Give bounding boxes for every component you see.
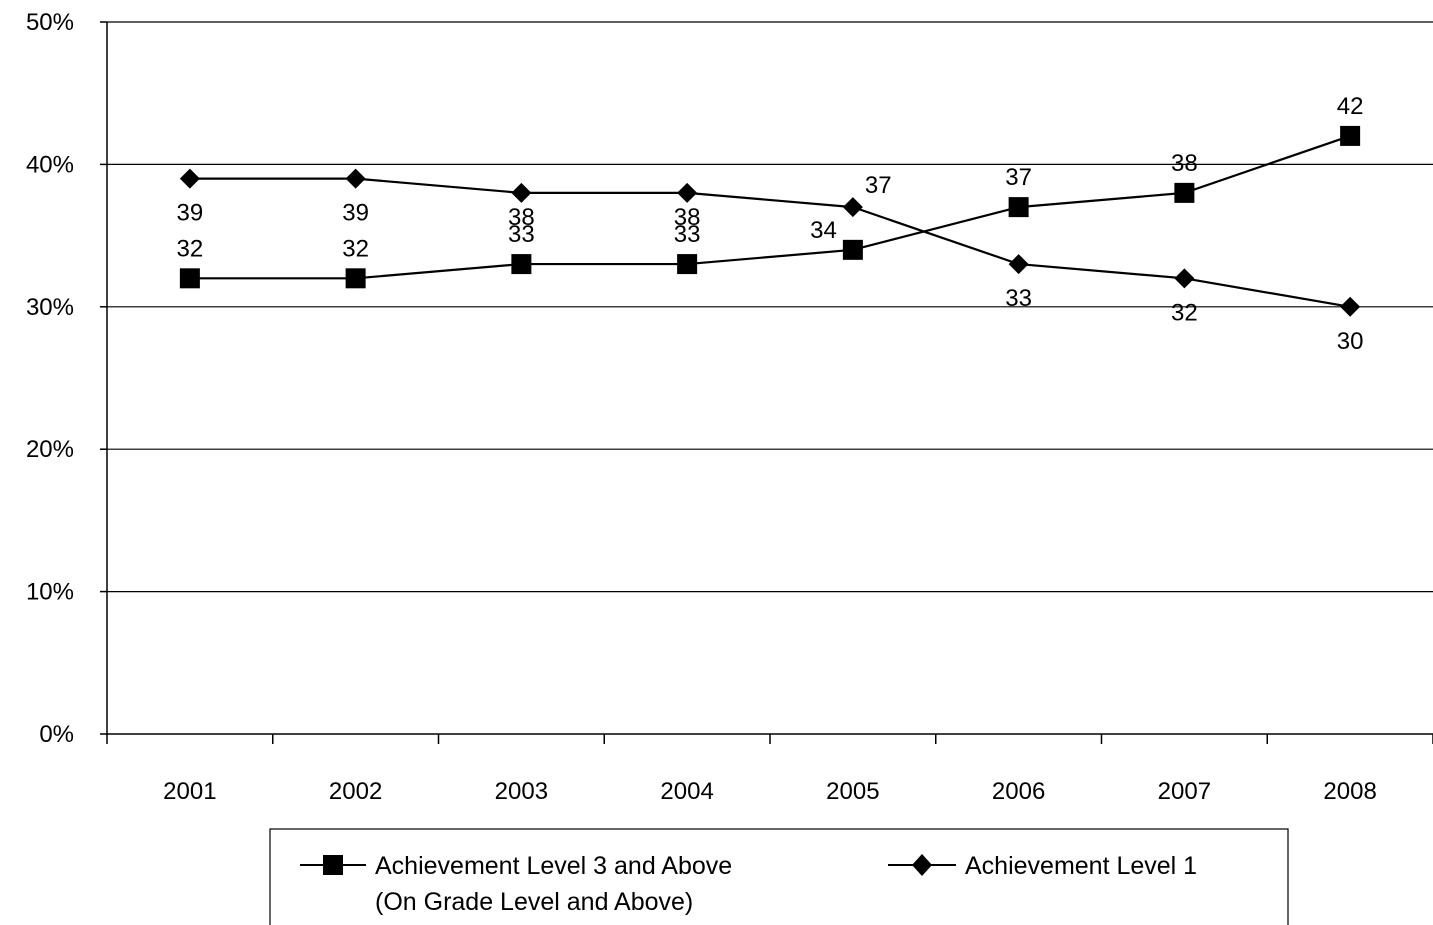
data-label-level3: 33 bbox=[508, 221, 535, 248]
data-point-square bbox=[1008, 197, 1029, 218]
data-point-diamond bbox=[1340, 296, 1361, 317]
y-tick-label: 0% bbox=[39, 721, 74, 748]
data-point-diamond bbox=[1008, 254, 1029, 275]
data-label-level3: 32 bbox=[342, 235, 369, 262]
x-tick-label: 2001 bbox=[163, 778, 216, 805]
data-label-level3: 38 bbox=[1171, 150, 1198, 177]
data-label-level3: 33 bbox=[674, 221, 701, 248]
data-label-level3: 42 bbox=[1337, 93, 1364, 120]
data-label-level1: 38 bbox=[674, 204, 701, 231]
data-labels: 32 32 33 33 34 37 38 42 39 39 38 38 37 33 32 30 bbox=[177, 93, 1364, 355]
y-tick-label: 30% bbox=[26, 294, 74, 321]
x-tick-label: 2004 bbox=[660, 778, 713, 805]
data-point-square bbox=[1174, 182, 1195, 203]
legend-label-level3: Achievement Level 3 and Above bbox=[375, 852, 732, 880]
y-tick-label: 50% bbox=[26, 9, 74, 36]
data-point-diamond bbox=[842, 197, 863, 218]
data-label-level1: 39 bbox=[342, 200, 369, 227]
data-label-level1: 37 bbox=[865, 172, 892, 199]
axes bbox=[100, 21, 1433, 744]
data-point-square bbox=[842, 239, 863, 260]
data-label-level1: 39 bbox=[177, 200, 204, 227]
x-tick-label: 2006 bbox=[992, 778, 1045, 805]
y-tick-label: 40% bbox=[26, 151, 74, 178]
series-line-1 bbox=[189, 177, 1351, 308]
y-tick-label: 20% bbox=[26, 436, 74, 463]
x-tick-label: 2002 bbox=[329, 778, 382, 805]
legend-label-level3-line2: (On Grade Level and Above) bbox=[375, 888, 693, 916]
y-tick-label: 10% bbox=[26, 579, 74, 606]
data-label-level3: 32 bbox=[177, 235, 204, 262]
legend-diamond-marker-icon bbox=[912, 854, 932, 876]
gridlines bbox=[107, 21, 1433, 593]
data-label-level1: 38 bbox=[508, 204, 535, 231]
legend-entry-level3: Achievement Level 3 and Above (On Grade … bbox=[300, 852, 732, 916]
data-label-level3: 37 bbox=[1005, 164, 1032, 191]
x-tick-label: 2008 bbox=[1323, 778, 1376, 805]
data-label-level1: 33 bbox=[1005, 285, 1032, 312]
legend: Achievement Level 3 and Above (On Grade … bbox=[269, 828, 1289, 925]
legend-entry-level1: Achievement Level 1 bbox=[888, 852, 1197, 880]
legend-square-marker-icon bbox=[323, 855, 343, 875]
data-label-level3: 34 bbox=[810, 217, 837, 244]
x-tick-label: 2005 bbox=[826, 778, 879, 805]
x-tick-label: 2003 bbox=[495, 778, 548, 805]
data-point-square bbox=[179, 268, 200, 289]
series-1 bbox=[179, 168, 1361, 317]
data-point-diamond bbox=[1174, 268, 1195, 289]
series-0 bbox=[179, 125, 1361, 289]
data-label-level1: 30 bbox=[1337, 328, 1364, 355]
data-point-diamond bbox=[345, 168, 366, 189]
y-axis-tick-labels: 0% 10% 20% 30% 40% 50% bbox=[26, 9, 74, 748]
data-point-square bbox=[1340, 125, 1361, 146]
data-point-diamond bbox=[179, 168, 200, 189]
data-point-diamond bbox=[511, 182, 532, 203]
data-point-diamond bbox=[677, 182, 698, 203]
data-point-square bbox=[511, 254, 532, 275]
legend-label-level1: Achievement Level 1 bbox=[965, 852, 1197, 880]
data-point-square bbox=[345, 268, 366, 289]
x-axis-tick-labels: 2001 2002 2003 2004 2005 2006 2007 2008 bbox=[163, 778, 1377, 805]
data-point-square bbox=[677, 254, 698, 275]
series-group bbox=[179, 125, 1361, 317]
x-tick-label: 2007 bbox=[1158, 778, 1211, 805]
data-label-level1: 32 bbox=[1171, 299, 1198, 326]
legend-frame bbox=[269, 828, 1289, 925]
series-line-0 bbox=[189, 134, 1351, 280]
